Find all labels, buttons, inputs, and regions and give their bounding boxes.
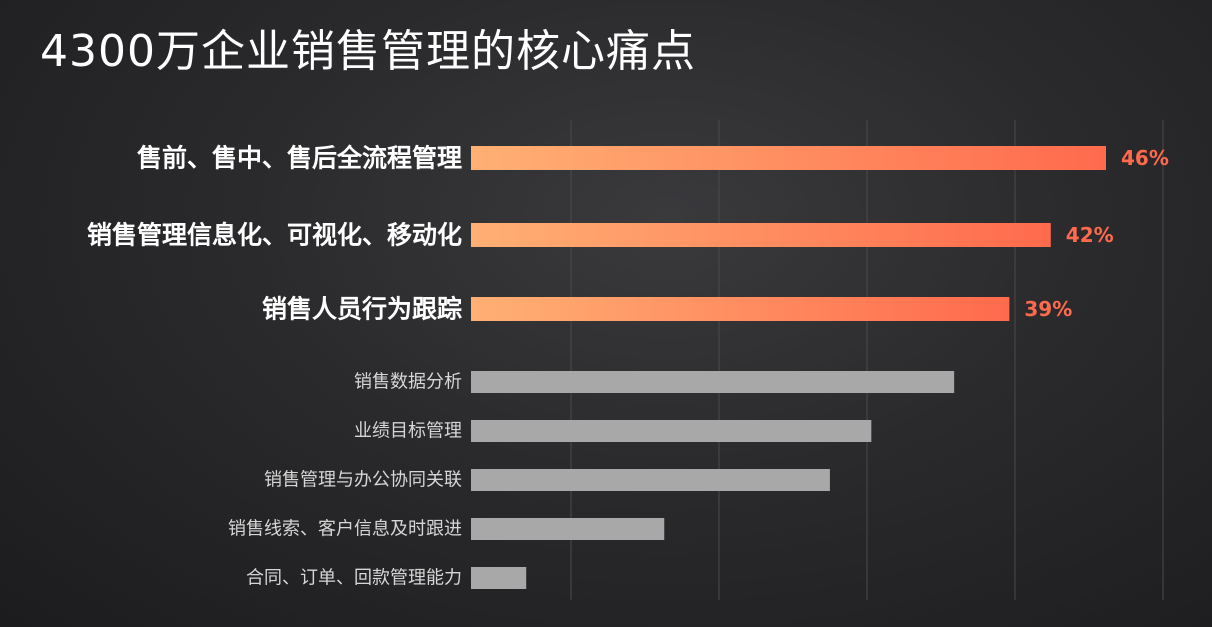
bar-7 <box>471 518 665 540</box>
category-label-7: 销售线索、客户信息及时跟进 <box>228 519 462 540</box>
chart-title: 4300万企业销售管理的核心痛点 <box>40 26 696 77</box>
value-label-1: 46% <box>1121 146 1169 170</box>
category-label-3: 销售人员行为跟踪 <box>262 295 462 324</box>
bars-group <box>471 146 1106 589</box>
value-label-2: 42% <box>1066 223 1114 247</box>
bar-3 <box>471 297 1010 321</box>
category-label-5: 业绩目标管理 <box>354 421 462 442</box>
category-label-6: 销售管理与办公协同关联 <box>264 470 462 491</box>
bar-2 <box>471 223 1051 247</box>
bar-8 <box>471 567 527 589</box>
category-label-4: 销售数据分析 <box>354 372 462 393</box>
value-labels: 46% 42% 39% <box>1024 146 1169 321</box>
category-label-1: 售前、售中、售后全流程管理 <box>137 144 462 173</box>
category-labels: 售前、售中、售后全流程管理销售管理信息化、可视化、移动化销售人员行为跟踪销售数据… <box>87 144 462 589</box>
category-label-2: 销售管理信息化、可视化、移动化 <box>87 221 462 250</box>
bar-1 <box>471 146 1106 170</box>
value-label-3: 39% <box>1024 297 1072 321</box>
bar-6 <box>471 469 830 491</box>
category-label-8: 合同、订单、回款管理能力 <box>246 568 462 589</box>
bar-5 <box>471 420 872 442</box>
bar-4 <box>471 371 955 393</box>
